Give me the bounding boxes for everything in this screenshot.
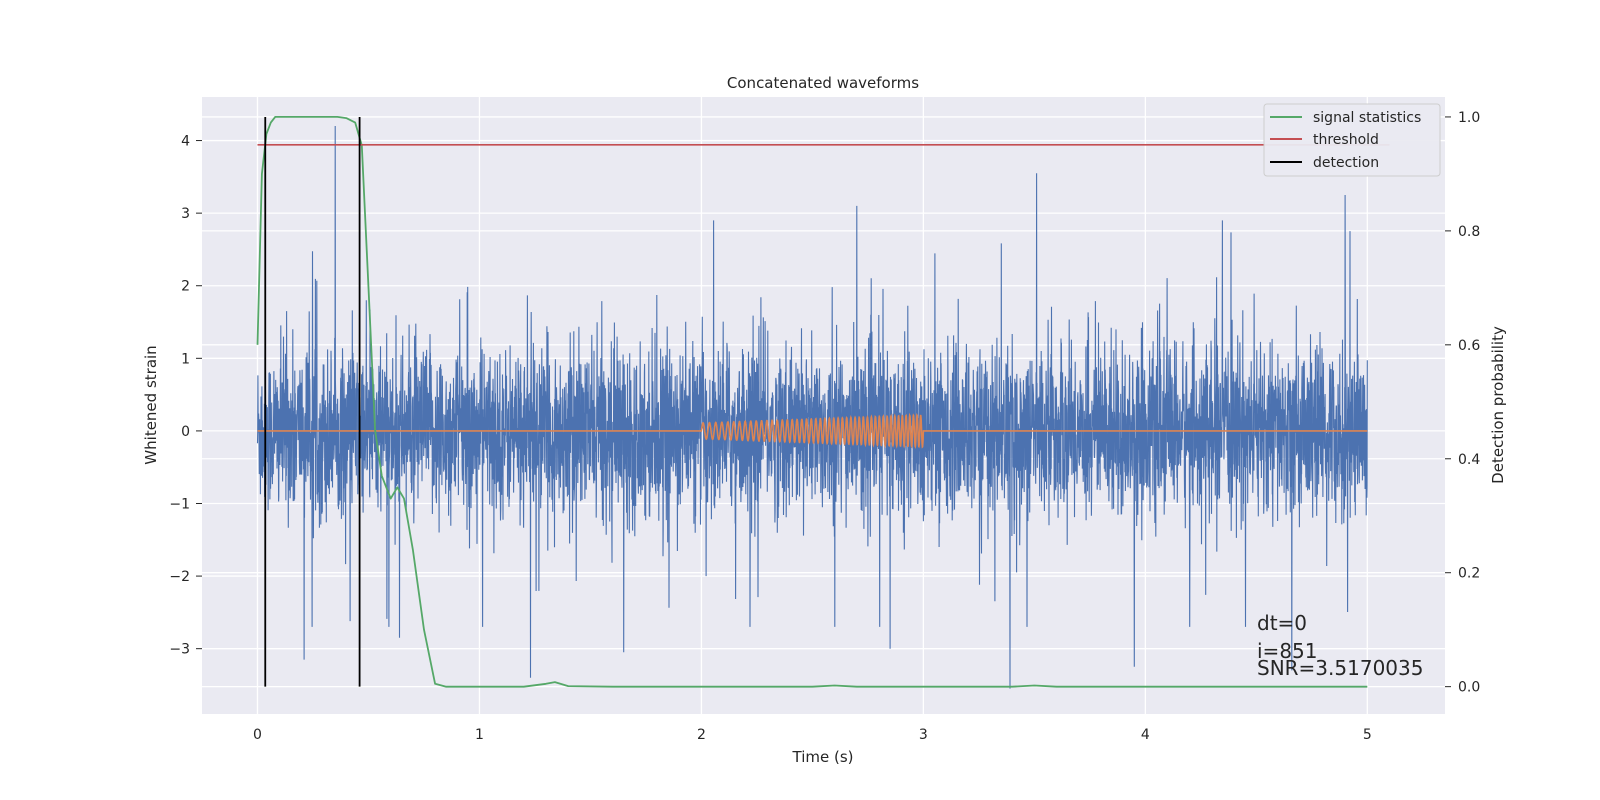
chirp-line [257, 412, 1368, 449]
annotation-i: i=851 [1257, 639, 1318, 663]
x-tick-label-2: 2 [697, 727, 706, 743]
y-ticks: −3 −2 −1 0 1 2 3 4 [169, 134, 202, 658]
y2-axis-title: Detection probability [1489, 326, 1507, 484]
y-tick-label-5: 2 [181, 279, 190, 295]
chirp-series [257, 412, 1368, 449]
legend-label-detection: detection [1313, 155, 1379, 171]
chart-title: Concatenated waveforms [727, 74, 919, 92]
x-tick-label-3: 3 [919, 727, 928, 743]
legend: signal statistics threshold detection [1263, 103, 1441, 177]
y-tick-label-3: 0 [181, 424, 190, 440]
legend-box [1263, 103, 1441, 177]
y-axis-title: Whitened strain [142, 345, 160, 464]
y2-tick-label-0: 0.0 [1458, 680, 1480, 696]
signal-statistics-line [256, 116, 1368, 688]
y2-ticks: 0.0 0.2 0.4 0.6 0.8 1.0 [1445, 110, 1480, 696]
y2-tick-label-2: 0.4 [1458, 452, 1480, 468]
y-tick-label-1: −2 [169, 569, 190, 585]
legend-label-threshold: threshold [1313, 132, 1379, 148]
annotations: dt=0 i=851 SNR=3.5170035 [1257, 611, 1423, 680]
x-tick-label-4: 4 [1141, 727, 1150, 743]
signal-statistics-series [256, 116, 1368, 688]
x-tick-label-5: 5 [1363, 727, 1372, 743]
y2-tick-label-4: 0.8 [1458, 224, 1480, 240]
x-tick-label-0: 0 [253, 727, 262, 743]
y-tick-label-6: 3 [181, 206, 190, 222]
x-tick-label-1: 1 [475, 727, 484, 743]
y-tick-label-4: 1 [181, 351, 190, 367]
annotation-snr: SNR=3.5170035 [1257, 656, 1423, 680]
y2-tick-label-3: 0.6 [1458, 338, 1480, 354]
legend-label-signal-statistics: signal statistics [1313, 110, 1421, 126]
y2-tick-label-1: 0.2 [1458, 566, 1480, 582]
y-tick-label-2: −1 [169, 496, 190, 512]
y-tick-label-0: −3 [169, 642, 190, 658]
y-tick-label-7: 4 [181, 134, 190, 150]
annotation-dt: dt=0 [1257, 611, 1307, 635]
x-ticks: 0 1 2 3 4 5 [253, 727, 1372, 743]
y2-tick-label-5: 1.0 [1458, 110, 1480, 126]
x-axis-title: Time (s) [792, 748, 854, 766]
detection-series [264, 116, 361, 687]
